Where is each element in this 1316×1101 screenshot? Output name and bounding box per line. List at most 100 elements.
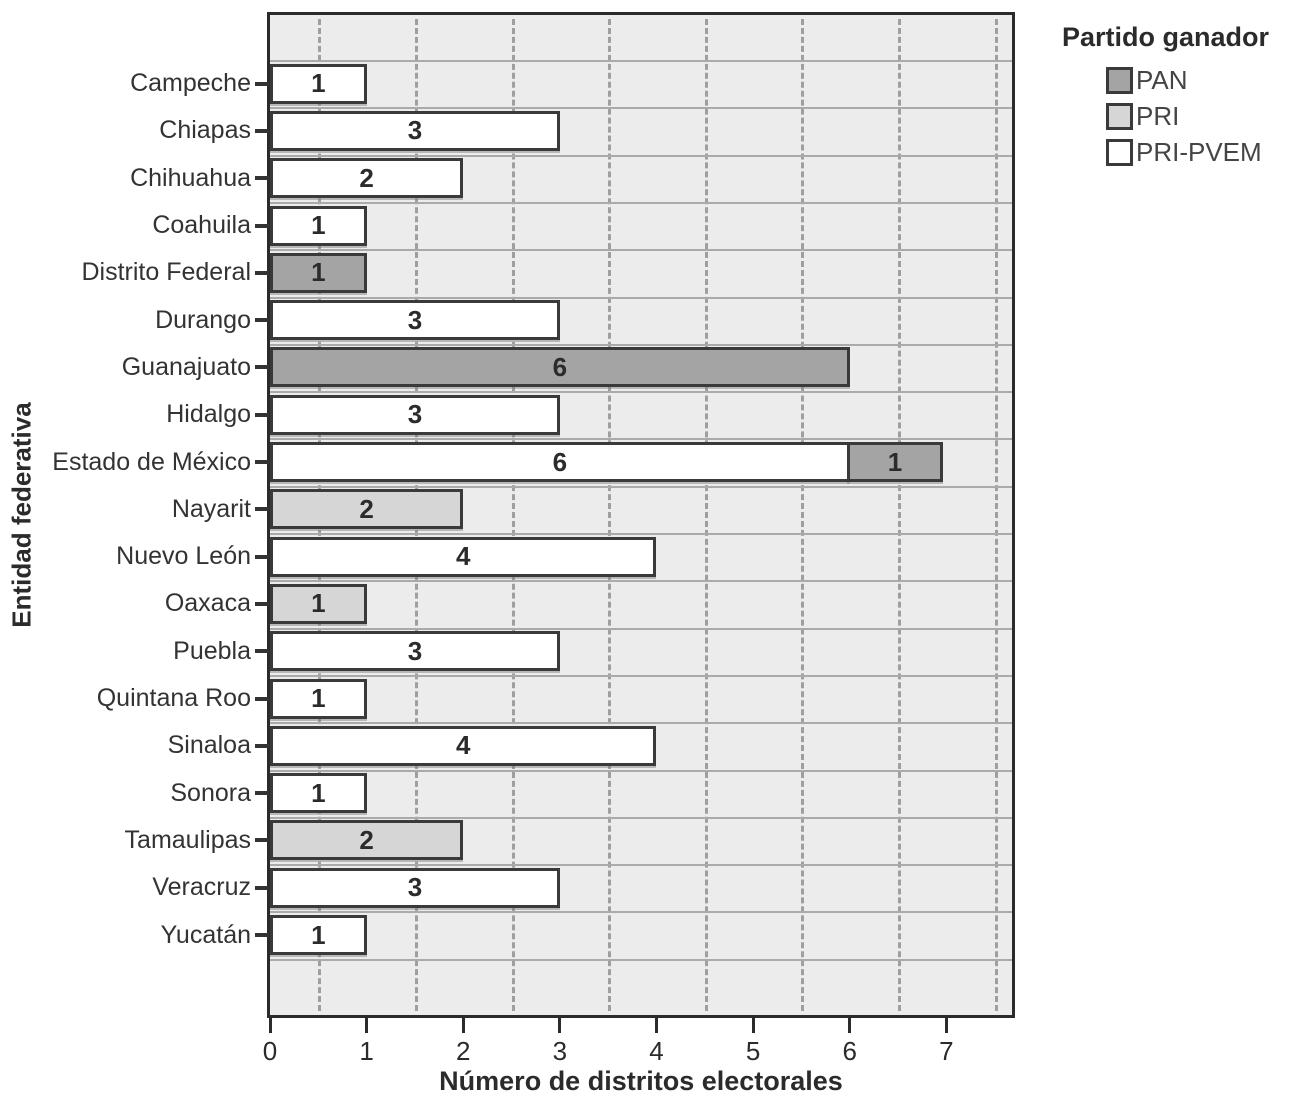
bar-row: Hidalgo 3	[166, 391, 1012, 438]
legend-item: PRI	[1106, 101, 1269, 132]
category-label: Campeche	[130, 69, 251, 98]
horizontal-gridline	[270, 154, 1012, 157]
horizontal-gridline	[270, 107, 1012, 110]
bar: 3	[270, 300, 1012, 341]
bar-segment-pri: 2	[270, 489, 464, 530]
bar-row: Campeche 1	[130, 60, 1012, 107]
category-label: Distrito Federal	[81, 258, 252, 287]
bar-segment-pri-pvem: 3	[270, 300, 560, 341]
bar-value-label: 3	[407, 635, 423, 666]
bar-value-label: 1	[311, 210, 326, 241]
legend-item: PAN	[1106, 65, 1269, 96]
x-tick-label: 1	[359, 1036, 374, 1066]
bar: 1	[270, 678, 1012, 719]
category-tick	[255, 412, 269, 417]
horizontal-gridline	[270, 816, 1012, 819]
category-tick	[255, 270, 269, 275]
category-label: Sonora	[170, 778, 251, 807]
horizontal-gridline	[270, 391, 1012, 394]
vertical-gridline	[897, 19, 901, 1011]
bar-value-label: 1	[311, 683, 326, 714]
bar: 3	[270, 631, 1012, 672]
x-tick-label: 5	[745, 1036, 761, 1066]
bar-value-label: 6	[552, 446, 568, 477]
gridline-layer	[270, 15, 1012, 1015]
bar: 1	[270, 915, 1012, 956]
bar-segment-pan: 1	[846, 442, 944, 483]
bar-segment-pri-pvem: 1	[270, 773, 367, 814]
category-label: Tamaulipas	[124, 825, 251, 854]
bar-value-label: 2	[359, 493, 374, 524]
plot-area: Campeche 1 Chiapas 3 Chihuahua 2 Coahuila 1 Dist…	[52, 12, 1015, 1018]
bar-segment-pri-pvem: 3	[270, 394, 560, 435]
legend-swatch	[1106, 103, 1133, 130]
bar-value-label: 4	[455, 730, 471, 761]
category-label: Quintana Roo	[96, 684, 251, 713]
category-tick	[255, 885, 269, 890]
bar-row: Nuevo León 4	[116, 533, 1012, 580]
bar-value-label: 1	[311, 588, 326, 619]
bar-row: Puebla 3	[173, 628, 1012, 675]
category-tick	[255, 507, 269, 512]
x-tick	[365, 1018, 369, 1033]
category-tick	[255, 649, 269, 654]
horizontal-gridline	[270, 911, 1012, 914]
legend-label: PAN	[1136, 65, 1188, 95]
legend-swatch	[1106, 67, 1133, 94]
x-tick-label: 3	[552, 1036, 568, 1066]
bar: 1	[270, 205, 1012, 246]
category-tick	[255, 318, 269, 323]
bar-value-label: 3	[407, 872, 423, 903]
legend-title: Partido ganador	[1062, 22, 1270, 52]
legend-swatch	[1106, 139, 1133, 166]
category-label: Nayarit	[171, 494, 251, 523]
legend-items: PAN PRI PRI-PVEM	[1062, 65, 1269, 168]
bar-value-label: 1	[311, 777, 326, 808]
category-tick	[255, 365, 269, 370]
bar-row: Chihuahua 2	[130, 155, 1012, 202]
bar-row: Guanajuato 6	[122, 344, 1012, 391]
x-tick-label: 0	[262, 1036, 278, 1066]
x-tick-label: 4	[649, 1036, 664, 1066]
bar-value-label: 3	[407, 115, 423, 146]
bar-segment-pri-pvem: 3	[270, 867, 560, 908]
vertical-gridline	[994, 19, 998, 1011]
horizontal-gridline	[270, 201, 1012, 204]
bar-segment-pri-pvem: 1	[270, 915, 367, 956]
bar: 1	[270, 583, 1012, 624]
x-tick-label: 7	[939, 1036, 954, 1066]
category-label: Durango	[155, 305, 251, 334]
x-tick-label: 2	[455, 1036, 471, 1066]
category-tick	[255, 223, 269, 228]
bar-segment-pri-pvem: 4	[270, 725, 657, 766]
category-tick	[255, 81, 269, 86]
x-tick	[848, 1018, 852, 1033]
horizontal-gridline	[270, 485, 1012, 488]
bar-row: Nayarit 2	[172, 486, 1012, 533]
bar: 2	[270, 158, 1012, 199]
bar: 2	[270, 489, 1012, 530]
bar-value-label: 2	[359, 824, 374, 855]
bar-row: Coahuila 1	[152, 202, 1012, 249]
bar: 2	[270, 820, 1012, 861]
horizontal-gridline	[270, 722, 1012, 725]
bar-value-label: 3	[407, 304, 423, 335]
bar-row: Sinaloa 4	[168, 722, 1012, 769]
category-label: Coahuila	[152, 211, 251, 240]
x-tick	[944, 1018, 948, 1033]
bar-value-label: 1	[311, 257, 326, 288]
vertical-gridline	[801, 19, 805, 1011]
category-label: Yucatán	[160, 920, 251, 949]
category-tick	[255, 791, 269, 796]
category-tick	[255, 460, 269, 465]
x-tick	[558, 1018, 562, 1033]
bar-value-label: 2	[359, 162, 374, 193]
category-label: Guanajuato	[121, 352, 251, 381]
bar-value-label: 1	[311, 68, 326, 99]
bar: 1	[270, 773, 1012, 814]
bar: 3	[270, 394, 1012, 435]
bar-row: Veracruz 3	[152, 864, 1012, 911]
horizontal-gridline	[270, 580, 1012, 583]
bar-segment-pri-pvem: 3	[270, 110, 560, 151]
